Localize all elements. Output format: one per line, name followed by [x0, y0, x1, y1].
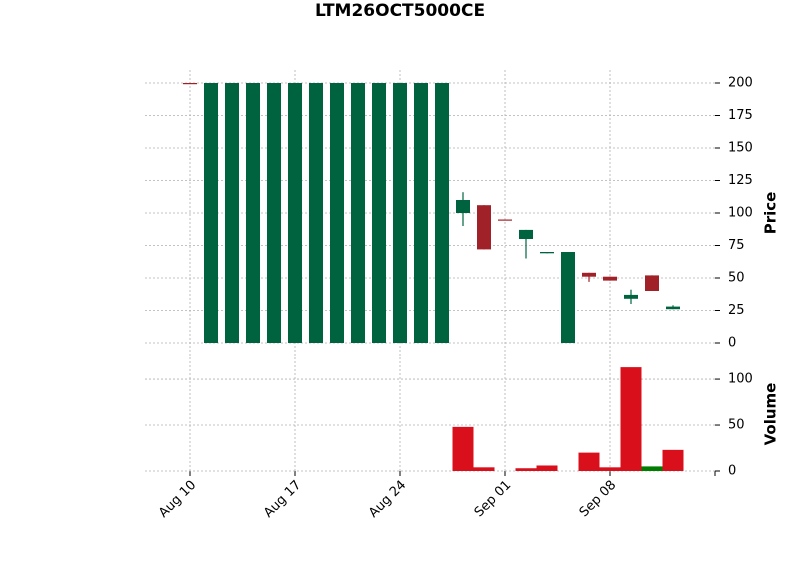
y-tick-label: 175	[728, 108, 753, 123]
candle-body	[372, 83, 386, 343]
x-tick-label: Aug 10	[156, 478, 199, 521]
candle-body	[351, 83, 365, 343]
volume-bar	[536, 465, 558, 471]
candle-body	[225, 83, 239, 343]
volume-bar	[515, 468, 537, 471]
y-tick-label: 25	[728, 303, 745, 318]
candle-body	[603, 276, 617, 281]
candle-body	[246, 83, 260, 343]
y-tick-label: 0	[728, 336, 736, 351]
candle-body	[183, 83, 197, 85]
candle-body	[519, 229, 533, 239]
candle-body	[666, 306, 680, 310]
x-tick-label: Aug 24	[366, 478, 409, 521]
candle-body	[498, 219, 512, 221]
candle-body	[288, 83, 302, 343]
volume-bar	[641, 466, 663, 471]
volume-bar	[599, 467, 621, 471]
volume-bar	[662, 449, 684, 471]
chart-title: LTM26OCT5000CE	[315, 1, 485, 21]
candle-body	[204, 83, 218, 343]
volume-bar	[620, 367, 642, 471]
candle-body	[624, 294, 638, 299]
y-tick-label: 75	[728, 238, 745, 253]
volume-bar	[473, 467, 495, 471]
candle-body	[477, 205, 491, 250]
y-tick-label: 125	[728, 173, 753, 188]
candle-body	[267, 83, 281, 343]
volume-axis-label: Volume	[762, 383, 780, 446]
candle-body	[414, 83, 428, 343]
candle-body	[645, 275, 659, 291]
x-tick-label: Sep 08	[577, 478, 620, 521]
candle-body	[309, 83, 323, 343]
y-tick-label: 200	[728, 76, 753, 91]
x-tick-label: Aug 17	[261, 478, 304, 521]
volume-bar	[452, 426, 474, 471]
candle-body	[582, 272, 596, 277]
candle-body	[435, 83, 449, 343]
volume-y-tick-label: 50	[728, 418, 745, 433]
volume-y-tick-label: 100	[728, 372, 753, 387]
volume-y-tick-label: 0	[728, 464, 736, 479]
price-axis-label: Price	[762, 192, 780, 235]
y-tick-label: 150	[728, 141, 753, 156]
y-tick-label: 50	[728, 271, 745, 286]
volume-bar	[578, 452, 600, 471]
x-tick-label: Sep 01	[472, 478, 515, 521]
candle-body	[393, 83, 407, 343]
candle-body	[456, 200, 470, 213]
candle-body	[330, 83, 344, 343]
candle-body	[561, 252, 575, 343]
candle-body	[540, 252, 554, 254]
y-tick-label: 100	[728, 206, 753, 221]
